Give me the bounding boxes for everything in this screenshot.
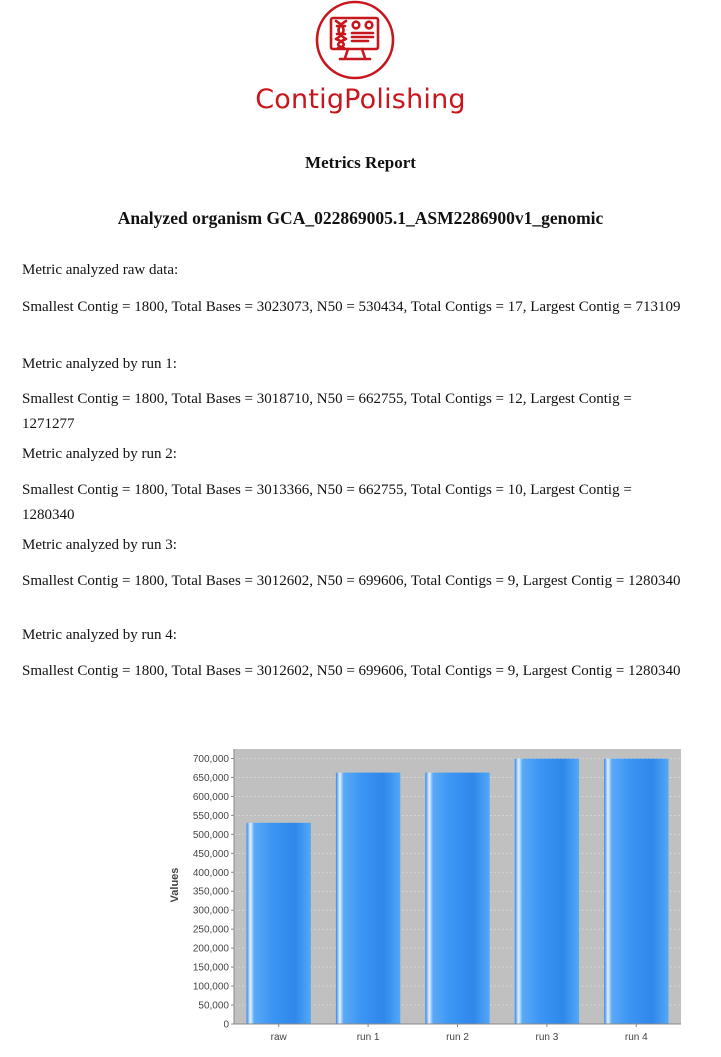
y-tick-label: 650,000 [193,773,230,784]
y-tick-label: 250,000 [193,925,230,936]
y-tick-label: 100,000 [193,982,230,993]
bar-raw [246,822,311,1024]
x-tick-label: raw [271,1032,288,1043]
logo [315,0,395,80]
y-axis-label: Values [169,868,181,903]
y-tick-label: 400,000 [193,868,230,879]
organism-heading: Analyzed organism GCA_022869005.1_ASM228… [117,208,604,228]
x-tick-label: run 3 [536,1032,559,1043]
y-tick-label: 600,000 [193,792,230,803]
section-metrics-run-1: Smallest Contig = 1800, Total Bases = 30… [22,391,632,432]
y-tick-label: 300,000 [193,906,230,917]
y-tick-label: 450,000 [193,849,230,860]
x-tick-label: run 4 [625,1032,648,1043]
section-metrics-run-4: Smallest Contig = 1800, Total Bases = 30… [22,663,681,679]
report-title: Metrics Report [305,153,416,172]
section-metrics-run-2: Smallest Contig = 1800, Total Bases = 30… [22,482,632,523]
y-tick-label: 50,000 [198,1001,229,1012]
x-tick-labels: raw run 1 run 2 run 3 run 4 [271,1024,648,1043]
n50-bar-chart: 0 50,000 100,000 150,000 200,000 250,000 300,0… [169,749,681,1043]
y-tick-label: 200,000 [193,944,230,955]
bars [246,758,669,1024]
y-tick-labels: 0 50,000 100,000 150,000 200,000 250,000 300,0… [193,754,234,1031]
y-tick-label: 150,000 [193,963,230,974]
section-metrics-run-3: Smallest Contig = 1800, Total Bases = 30… [22,573,681,589]
section-label-run-2: Metric analyzed by run 2: [22,446,177,462]
y-tick-label: 550,000 [193,811,230,822]
bar-run-1 [335,772,401,1024]
logo-text: ContigPolishing [255,84,466,115]
section-label-run-1: Metric analyzed by run 1: [22,356,177,372]
x-tick-label: run 2 [446,1032,469,1043]
section-label-run-4: Metric analyzed by run 4: [22,627,177,643]
y-tick-label: 500,000 [193,830,230,841]
section-metrics-raw: Smallest Contig = 1800, Total Bases = 30… [22,299,681,315]
y-tick-label: 0 [223,1020,229,1031]
bar-run-4 [604,758,669,1024]
bar-run-2 [425,772,490,1024]
y-tick-label: 350,000 [193,887,230,898]
section-label-run-3: Metric analyzed by run 3: [22,537,177,553]
bar-run-3 [514,758,580,1024]
dna-monitor-icon [315,0,395,80]
x-tick-label: run 1 [357,1032,380,1043]
y-tick-label: 700,000 [193,754,230,765]
section-label-raw: Metric analyzed raw data: [22,262,179,278]
